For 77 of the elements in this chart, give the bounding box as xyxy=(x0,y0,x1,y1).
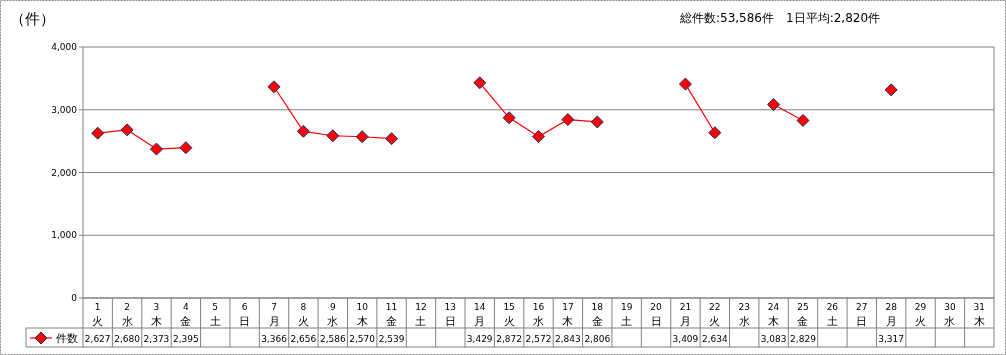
x-tick-label: 23 水 xyxy=(738,302,750,328)
point xyxy=(708,126,722,140)
data-label: 3,409 xyxy=(672,334,699,344)
x-tick-label: 19 土 xyxy=(620,302,633,328)
x-tick-label: 24 木 xyxy=(767,302,780,328)
data-label: 3,083 xyxy=(760,334,787,344)
x-tick-label: 13 日 xyxy=(444,302,457,328)
x-tick-label: 4 金 xyxy=(180,302,192,328)
x-tick-label: 6 日 xyxy=(239,302,251,328)
x-tick-label: 31 木 xyxy=(973,302,986,328)
data-label: 3,366 xyxy=(261,334,288,344)
x-tick-label: 9 水 xyxy=(327,302,339,328)
point xyxy=(267,80,281,94)
data-label: 2,634 xyxy=(701,334,728,344)
y-tick-label: 1,000 xyxy=(51,230,78,241)
data-label: 2,829 xyxy=(790,334,817,344)
data-label: 2,872 xyxy=(496,334,522,344)
x-tick-label: 18 金 xyxy=(591,302,604,328)
y-tick-label: 0 xyxy=(71,293,78,303)
x-tick-label: 29 火 xyxy=(914,302,927,328)
x-tick-label: 14 月 xyxy=(474,302,486,328)
point xyxy=(473,76,487,90)
y-tick-label: 4,000 xyxy=(51,42,78,52)
point xyxy=(355,130,369,144)
point xyxy=(326,129,340,143)
data-label: 3,429 xyxy=(466,334,493,344)
point xyxy=(884,83,898,97)
x-tick-label: 5 土 xyxy=(209,302,221,328)
point xyxy=(120,123,134,137)
data-label: 2,572 xyxy=(525,334,552,344)
point xyxy=(796,113,810,127)
x-tick-label: 3 木 xyxy=(150,302,162,328)
x-tick-label: 27 日 xyxy=(856,302,868,328)
data-label: 2,656 xyxy=(290,334,317,344)
x-tick-label: 8 火 xyxy=(297,302,309,328)
data-label: 2,680 xyxy=(114,334,141,344)
x-tick-label: 20 日 xyxy=(650,302,663,328)
x-tick-label: 22 火 xyxy=(709,302,721,328)
point xyxy=(385,132,399,146)
x-tick-label: 11 金 xyxy=(385,302,398,328)
chart-title: 総件数:53,586件 1日平均:2,820件 xyxy=(678,11,881,25)
point xyxy=(502,111,516,125)
data-label: 2,806 xyxy=(584,334,611,344)
point xyxy=(179,141,193,155)
x-tick-label: 17 木 xyxy=(562,302,574,328)
y-axis-title: （件） xyxy=(10,10,55,28)
point xyxy=(296,124,310,138)
x-tick-label: 7 月 xyxy=(268,302,280,328)
data-label: 2,539 xyxy=(378,334,405,344)
data-label: 2,395 xyxy=(172,334,199,344)
y-tick-label: 3,000 xyxy=(51,104,78,115)
y-tick-label: 2,000 xyxy=(51,167,78,178)
point xyxy=(590,115,604,129)
data-label: 2,843 xyxy=(555,334,581,344)
x-tick-label: 26 土 xyxy=(826,302,839,328)
data-label: 3,317 xyxy=(878,334,905,344)
point xyxy=(678,77,692,91)
x-tick-label: 12 土 xyxy=(415,302,427,328)
x-tick-label: 2 水 xyxy=(121,302,133,328)
x-tick-label: 21 月 xyxy=(679,302,692,328)
x-tick-label: 30 水 xyxy=(944,302,956,328)
x-tick-label: 16 水 xyxy=(532,302,545,328)
data-label: 2,570 xyxy=(349,334,376,344)
data-label: 2,373 xyxy=(143,334,170,344)
data-label: 2,627 xyxy=(84,334,111,344)
point xyxy=(149,142,163,156)
data-label: 2,586 xyxy=(319,334,346,344)
legend-label: 件数 xyxy=(56,332,78,345)
point xyxy=(91,126,105,140)
x-tick-label: 10 木 xyxy=(356,302,369,328)
x-tick-label: 15 火 xyxy=(503,302,515,328)
point xyxy=(532,130,545,144)
x-tick-label: 25 金 xyxy=(797,302,809,328)
x-tick-label: 1 火 xyxy=(92,302,104,328)
point xyxy=(561,113,575,127)
x-tick-label: 28 月 xyxy=(885,302,898,328)
point xyxy=(767,98,781,112)
